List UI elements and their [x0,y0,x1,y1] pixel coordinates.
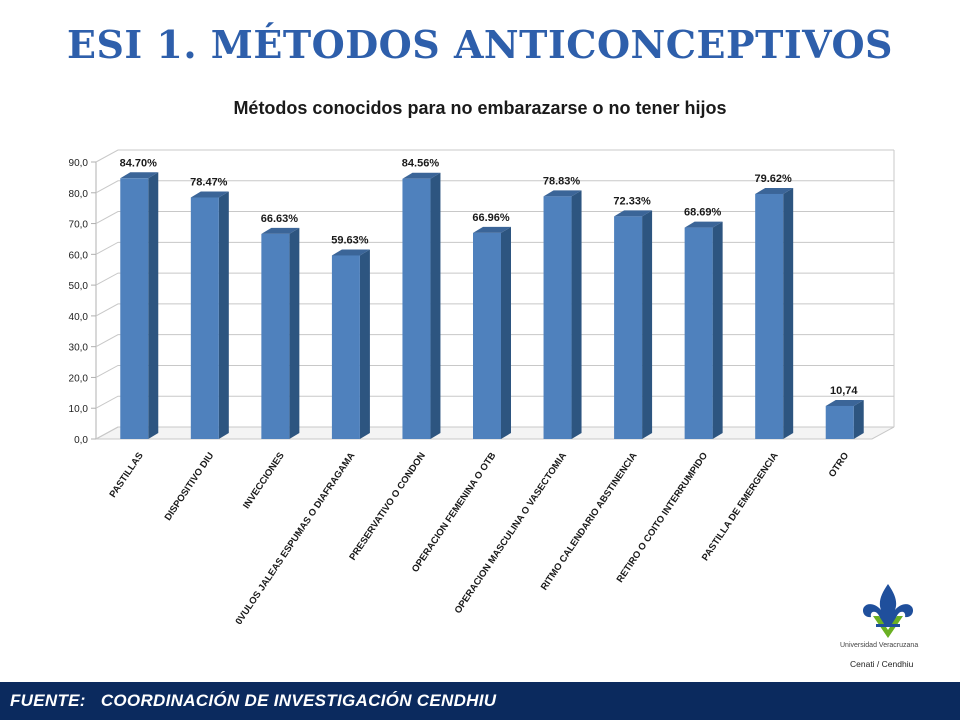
y-tick-label: 10,0 [69,404,89,415]
y-tick-label: 20,0 [69,373,89,384]
slide-title: ESI 1. MÉTODOS ANTICONCEPTIVOS [67,22,893,67]
data-label: 68.69% [684,207,722,219]
data-label: 78.83% [543,175,581,187]
bar-top [543,190,582,197]
x-tick-label: OPERACION MASCULINA O VASECTOMIA [453,450,570,615]
y-tick-label: 30,0 [69,343,89,354]
data-label: 10,74 [830,385,858,397]
data-label: 84.56% [402,158,440,170]
data-label: 66.96% [472,212,510,224]
logo-institution: Universidad Veracruzana [840,642,919,649]
bar [190,197,219,439]
bar-top [120,172,159,179]
data-label: 78.47% [190,176,228,188]
bar-side [783,187,794,439]
bar [473,232,501,439]
bar-top [684,221,723,228]
gridline [95,149,894,163]
bar-top [825,399,864,406]
footer-source: FUENTE: COORDINACIÓN DE INVESTIGACIÓN CE… [10,691,497,710]
bar [331,255,360,439]
y-tick-label: 70,0 [69,220,89,231]
y-tick-label: 0,0 [74,435,88,446]
bar-top [261,227,300,234]
footer-bar: FUENTE: COORDINACIÓN DE INVESTIGACIÓN CE… [0,682,960,720]
bar [755,193,784,439]
x-tick-label: OTRO [827,451,851,480]
bar-side [501,226,511,439]
x-tick-label: PASTILLA DE EMERGENCIA [700,450,781,563]
gridline [95,180,894,194]
bar-top [331,249,370,256]
x-tick-label: INVECCIONES [241,451,287,511]
bar-top [402,172,441,179]
bar [261,233,290,439]
x-tick-label: 0VULOS JALEAS ESPUMAS O DIAFRAGAMA [233,450,357,626]
bar-side [359,249,370,439]
data-label: 66.63% [261,213,299,225]
bar-side [642,210,653,439]
y-tick-label: 50,0 [69,281,89,292]
bar-side [289,227,300,439]
bar-side [571,190,582,439]
bar-side [148,172,159,439]
bar [825,405,854,439]
bar-side [853,399,864,439]
bar [684,227,713,439]
bar-side [712,221,723,439]
x-tick-label: OPERACION FEMENINA O OTB [410,450,499,574]
fleur-de-lis-icon [862,584,914,638]
bar-top [473,226,511,233]
university-logo: Universidad Veracruzana Cenati / Cendhiu [818,580,958,680]
chart-title: Métodos conocidos para no embarazarse o … [233,98,727,118]
bar-side [218,191,229,439]
y-tick-label: 60,0 [69,250,89,261]
x-tick-label: PASTILLAS [108,451,146,500]
data-label: 79.62% [755,173,793,185]
y-tick-label: 40,0 [69,312,89,323]
logo-department: Cenati / Cendhiu [850,659,914,669]
y-tick-label: 90,0 [69,158,89,169]
bar-top [190,191,229,198]
x-tick-label: PRESERVATIVO O CONDON [347,450,428,562]
bar-side [430,172,441,439]
bar [120,178,149,439]
data-label: 59.63% [331,234,369,246]
bar-top [755,187,794,194]
y-tick-label: 80,0 [69,189,89,200]
bar-chart: 0,0 10,0 20,0 30,0 40,0 50,0 60,0 70,0 80,0 90,0 8… [69,149,895,627]
bar [543,196,572,439]
bar [402,178,431,439]
data-label: 84.70% [120,157,158,169]
data-label: 72.33% [613,195,651,207]
bar-top [614,210,653,217]
x-tick-label: DISPOSITIVO DIU [163,450,217,522]
bar [614,216,643,439]
